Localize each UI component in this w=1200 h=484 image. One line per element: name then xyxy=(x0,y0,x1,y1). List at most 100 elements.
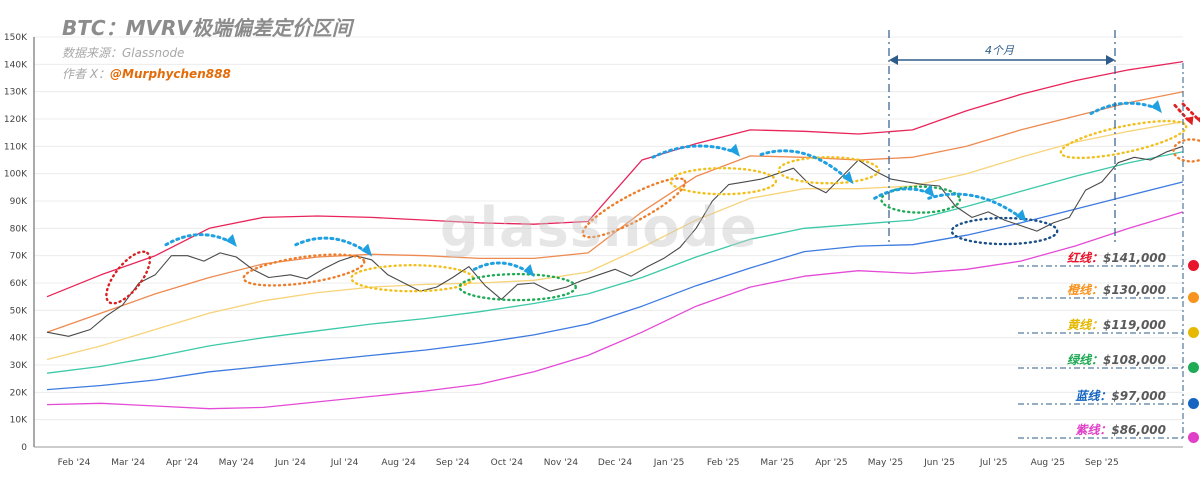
trend-arrow xyxy=(927,192,1023,219)
level-color-dot xyxy=(1188,398,1199,409)
level-label: 绿线：$108,000 xyxy=(1067,351,1166,368)
trend-arrow-head xyxy=(729,143,741,157)
span-arrow-right xyxy=(1106,55,1115,65)
x-tick-label: May '24 xyxy=(219,458,255,468)
chart-title: BTC：MVRV极端偏差定价区间 xyxy=(62,16,352,40)
trend-arrow-head xyxy=(1150,100,1162,114)
level-label-value: $119,000 xyxy=(1102,318,1166,332)
level-label: 黄线：$119,000 xyxy=(1067,316,1166,333)
trend-arrow xyxy=(164,233,233,247)
level-label-name: 紫线： xyxy=(1075,423,1112,437)
trend-arrow-head xyxy=(842,171,854,185)
x-tick-label: Dec '24 xyxy=(598,458,632,468)
x-axis: Feb '24 Mar '24 Apr '24 May '24 Jun '24 Jul '… xyxy=(34,446,1183,468)
level-color-dot xyxy=(1188,362,1199,373)
x-tick-label: May '25 xyxy=(868,458,903,468)
y-tick-label: 150K xyxy=(4,33,28,43)
series-line-purple xyxy=(46,211,1184,410)
trend-arrow-head xyxy=(225,234,237,247)
y-tick-label: 140K xyxy=(4,60,28,70)
y-tick-label: 60K xyxy=(10,279,28,289)
y-tick-label: 80K xyxy=(10,224,28,234)
zone-oval xyxy=(1172,138,1200,163)
author-handle[interactable]: @Murphychen888 xyxy=(110,67,231,81)
red-down-arrow xyxy=(1173,103,1190,122)
level-label-value: $86,000 xyxy=(1111,423,1166,437)
zone-oval xyxy=(105,250,152,305)
trend-arrow xyxy=(873,187,931,200)
y-tick-label: 0 xyxy=(21,443,27,453)
level-color-dot xyxy=(1188,327,1199,338)
data-source: 数据来源：Glassnode xyxy=(62,46,185,60)
y-tick-label: 20K xyxy=(10,388,28,398)
deviation-bands xyxy=(46,60,1184,410)
level-label: 紫线：$86,000 xyxy=(1075,421,1166,438)
trend-arrow-head xyxy=(361,243,373,257)
chart-grid xyxy=(34,36,1183,448)
level-label-value: $108,000 xyxy=(1102,353,1166,367)
series-line-blue xyxy=(46,181,1184,391)
y-tick-label: 50K xyxy=(10,306,28,316)
zone-oval xyxy=(880,185,962,214)
zone-markers xyxy=(105,119,1200,305)
y-tick-label: 90K xyxy=(10,197,28,207)
x-tick-label: Jun '25 xyxy=(923,458,955,468)
trend-arrows xyxy=(164,100,1200,278)
level-label: 蓝线：$97,000 xyxy=(1075,387,1166,404)
series-line-green xyxy=(46,151,1184,374)
zone-oval xyxy=(777,156,880,185)
series-line-yellow xyxy=(46,121,1184,361)
level-label: 橙线：$130,000 xyxy=(1067,281,1166,298)
period-span-label: 4个月 xyxy=(985,44,1014,57)
x-tick-label: Jul '25 xyxy=(979,458,1008,468)
y-tick-label: 120K xyxy=(4,115,28,125)
author-credit: 作者 X：@Murphychen888 xyxy=(62,65,231,82)
level-color-dot xyxy=(1188,260,1199,271)
x-tick-label: Oct '24 xyxy=(491,458,524,468)
y-tick-label: 100K xyxy=(4,170,28,180)
zone-oval xyxy=(581,177,687,239)
level-guide-lines xyxy=(1018,63,1184,439)
trend-arrow xyxy=(472,261,530,274)
zone-oval xyxy=(669,166,778,196)
zone-oval xyxy=(1059,119,1188,160)
red-down-arrow-head xyxy=(1195,117,1200,123)
red-down-arrow-head xyxy=(1184,116,1194,126)
y-tick-label: 110K xyxy=(4,142,28,152)
level-label-value: $97,000 xyxy=(1111,389,1166,403)
x-tick-label: Nov '24 xyxy=(544,458,579,468)
zone-oval xyxy=(458,272,577,302)
zone-oval xyxy=(242,253,366,287)
x-tick-label: Jul '24 xyxy=(330,458,359,468)
x-tick-label: Apr '24 xyxy=(166,458,199,468)
level-label-value: $130,000 xyxy=(1102,283,1166,297)
level-label-name: 绿线： xyxy=(1066,353,1103,367)
trend-arrow xyxy=(1089,101,1158,116)
y-axis: 0 10K 20K 30K 40K 50K 60K 70K 80K 90K 100K 110K 120K… xyxy=(4,33,35,453)
level-label-name: 蓝线： xyxy=(1075,389,1112,403)
level-color-dot xyxy=(1188,432,1199,443)
zone-oval xyxy=(950,216,1059,246)
y-tick-label: 70K xyxy=(10,252,28,262)
x-tick-label: Aug '25 xyxy=(1031,458,1065,468)
x-tick-label: Mar '25 xyxy=(760,458,794,468)
series-line-orange xyxy=(46,91,1184,333)
span-arrow-left xyxy=(889,55,898,65)
trend-arrow-head xyxy=(923,184,935,198)
level-label-name: 黄线： xyxy=(1066,318,1103,332)
y-tick-label: 10K xyxy=(10,416,28,426)
x-tick-label: Sep '25 xyxy=(1085,458,1119,468)
level-color-dot xyxy=(1188,292,1199,303)
y-tick-label: 130K xyxy=(4,88,28,98)
level-label-name: 红线： xyxy=(1066,251,1103,265)
y-tick-label: 30K xyxy=(10,361,28,371)
series-line-red xyxy=(46,60,1184,298)
trend-arrow xyxy=(651,144,736,159)
x-tick-label: Mar '24 xyxy=(111,458,145,468)
glassnode-watermark: glassnode xyxy=(440,196,758,259)
red-down-arrow xyxy=(1181,102,1200,122)
x-tick-label: Sep '24 xyxy=(436,458,470,468)
trend-arrow xyxy=(294,236,368,254)
author-prefix: 作者 X： xyxy=(62,67,111,81)
